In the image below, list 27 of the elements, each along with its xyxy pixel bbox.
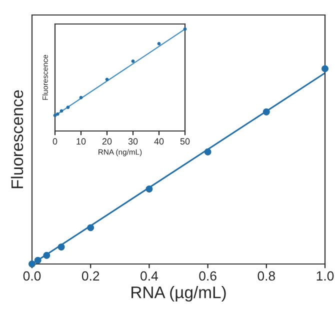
x-tick-label: 1.0: [316, 271, 334, 281]
x-tick-label: 0.8: [258, 271, 275, 281]
point: [204, 148, 212, 156]
x-tick-label: 0.2: [82, 271, 100, 281]
point: [322, 65, 328, 72]
point: [34, 256, 42, 264]
point: [262, 108, 270, 116]
x-tick-label: 20: [102, 138, 112, 145]
x-tick-label: 0: [52, 138, 58, 145]
x-tick-label: 30: [128, 138, 138, 145]
point: [131, 59, 135, 63]
point: [56, 112, 60, 116]
y-axis-title: Fluorescence: [10, 90, 24, 188]
point: [157, 42, 161, 46]
point: [87, 224, 94, 232]
x-tick-label: 40: [154, 138, 164, 145]
x-tick-label: 10: [76, 138, 86, 145]
x-axis-title: RNA (µg/mL): [132, 286, 226, 302]
point: [146, 186, 153, 192]
point: [58, 244, 65, 250]
x-tick-label: 0.6: [199, 271, 216, 281]
x-tick-label: 50: [180, 138, 190, 145]
point: [43, 252, 50, 259]
point: [28, 260, 36, 268]
x-tick-label: 0.0: [23, 271, 41, 281]
point: [66, 106, 70, 110]
x-tick-label: 0.4: [140, 271, 158, 281]
